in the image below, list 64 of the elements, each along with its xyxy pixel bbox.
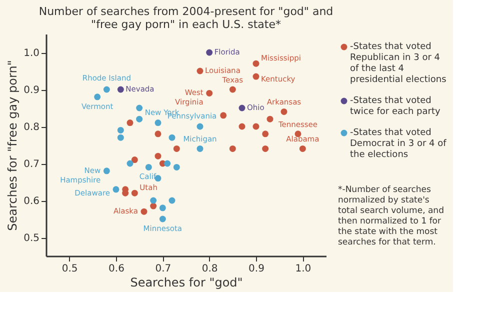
- point: [229, 145, 236, 152]
- point: [196, 123, 204, 130]
- x-tick-label: 0.6: [108, 264, 124, 274]
- x-tick-label: 0.5: [62, 264, 78, 274]
- point: [159, 216, 166, 222]
- x-tick-label: 0.7: [155, 264, 172, 274]
- point: [299, 145, 306, 152]
- point: [103, 168, 110, 174]
- point: [173, 145, 180, 152]
- point: [117, 134, 124, 141]
- point: [206, 49, 213, 56]
- point: [103, 86, 110, 93]
- point: [145, 164, 152, 170]
- point: [168, 197, 176, 204]
- point: [154, 152, 162, 160]
- point: [126, 120, 134, 126]
- point: [136, 104, 143, 112]
- point: [164, 160, 171, 167]
- point: [94, 94, 101, 100]
- x-tick-label: 1.0: [295, 264, 312, 274]
- point: [154, 130, 162, 138]
- point: [238, 104, 246, 112]
- point: [150, 202, 157, 210]
- point: [206, 90, 213, 96]
- legend-label: -States that voted twice for each party: [350, 96, 441, 117]
- point: [196, 145, 204, 152]
- x-tick-label: 0.9: [248, 264, 264, 274]
- point: [280, 108, 288, 115]
- x-axis-title: Searches for "god": [130, 276, 243, 290]
- point: [112, 186, 120, 193]
- point: [154, 120, 162, 126]
- point: [262, 145, 269, 152]
- point: [117, 126, 124, 134]
- point: [136, 116, 143, 122]
- y-tick-label: 0.5: [24, 233, 40, 244]
- y-tick-label: 1.0: [24, 48, 40, 59]
- point: [238, 123, 246, 130]
- point: [229, 86, 236, 93]
- point: [150, 197, 157, 204]
- y-axis-title: Searches for "free gay porn": [6, 60, 20, 231]
- point: [252, 123, 260, 130]
- x-tick-label: 0.8: [202, 264, 218, 274]
- point: [117, 86, 124, 93]
- point: [131, 156, 138, 164]
- point: [159, 204, 166, 212]
- point: [252, 73, 260, 80]
- point: [252, 60, 260, 67]
- point: [126, 160, 134, 167]
- point: [140, 208, 148, 215]
- point: [262, 130, 269, 138]
- chart-title: Number of searches from 2004-present for "god" and "free gay porn" in each U.S. state*: [38, 5, 334, 31]
- point: [168, 134, 176, 141]
- point: [196, 68, 204, 74]
- point: [131, 190, 138, 196]
- legend-label: -States that voted Republican in 3 or 4 of the last 4 presidential elections: [350, 42, 447, 85]
- y-tick-label: 0.7: [24, 159, 40, 170]
- text: *-Number of searches normalized by state's total search volume, and then normalized to 1 for the state with the most searches for that term.: [338, 185, 444, 248]
- point: [266, 116, 274, 122]
- point: [173, 164, 180, 170]
- y-tick-label: 0.9: [24, 85, 40, 96]
- y-tick-label: 0.6: [24, 196, 40, 207]
- legend-label: -States that voted Democrat in 3 or 4 of the elections: [350, 128, 448, 160]
- point: [220, 112, 227, 119]
- y-tick-label: 0.8: [24, 122, 40, 133]
